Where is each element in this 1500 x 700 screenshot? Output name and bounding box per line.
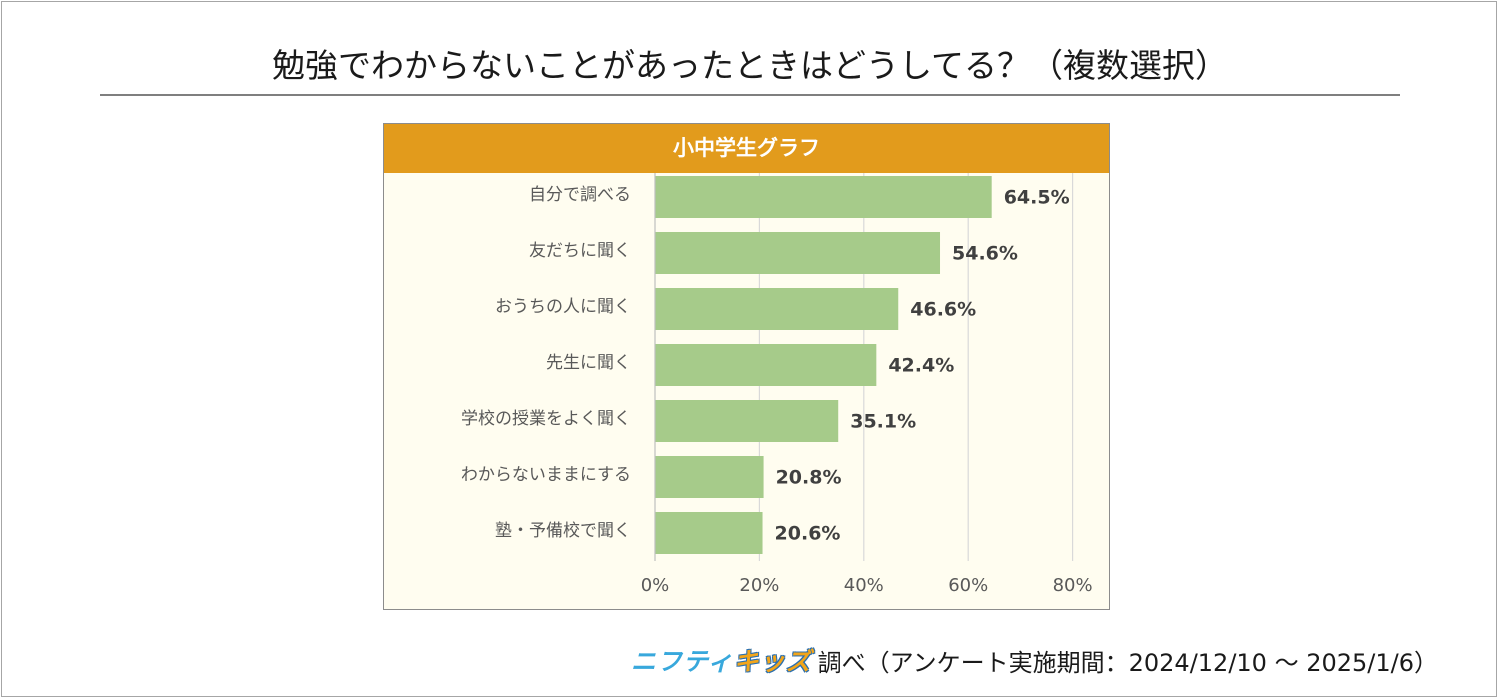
bar-chart: 自分で調べる 64.5% 友だちに聞く 54.6% おうちの人に聞く 46.6% 先生に聞く… [461, 173, 1093, 596]
category-label-2: 友だちに聞く [529, 241, 631, 261]
title-divider [100, 94, 1400, 96]
category-label-7: 塾・予備校で聞く [495, 520, 631, 541]
category-label-4: 先生に聞く [546, 353, 631, 373]
page-title: 勉強でわからないことがあったときはどうしてる？（複数選択） [271, 46, 1228, 85]
category-label-1: 自分で調べる [529, 185, 631, 205]
bar-6 [655, 456, 764, 498]
value-label-3: 46.6% [910, 299, 976, 321]
value-label-2: 54.6% [952, 243, 1018, 265]
value-label-7: 20.6% [775, 523, 841, 545]
bar-2 [655, 232, 941, 274]
category-label-3: おうちの人に聞く [495, 297, 631, 317]
source-credit-text: 調べ（アンケート実施期間：2024/12/10 ～ 2025/1/6） [817, 648, 1438, 677]
x-tick-label-80: 80% [1053, 575, 1093, 596]
x-tick-label-20: 20% [739, 575, 779, 596]
bar-3 [655, 288, 899, 330]
bar-4 [655, 344, 877, 386]
value-label-6: 20.8% [776, 467, 842, 489]
brand-logo: ニフティ キッズ [631, 642, 812, 678]
bar-1 [655, 176, 992, 218]
brand-logo-part2: キッズ [733, 647, 812, 676]
value-label-5: 35.1% [850, 411, 916, 433]
x-tick-label-60: 60% [948, 575, 988, 596]
chart-panel-header: 小中学生グラフ [384, 124, 1109, 173]
category-label-6: わからないままにする [461, 465, 631, 485]
x-tick-label-0: 0% [641, 575, 670, 596]
brand-logo-part1: ニフティ [631, 647, 734, 676]
value-label-1: 64.5% [1004, 187, 1070, 209]
bar-5 [655, 400, 839, 442]
category-label-5: 学校の授業をよく聞く [461, 409, 631, 429]
value-label-4: 42.4% [888, 355, 954, 377]
bar-7 [655, 512, 763, 554]
x-tick-label-40: 40% [844, 575, 884, 596]
source-credit: ニフティ キッズ 調べ（アンケート実施期間：2024/12/10 ～ 2025/… [631, 640, 1438, 680]
